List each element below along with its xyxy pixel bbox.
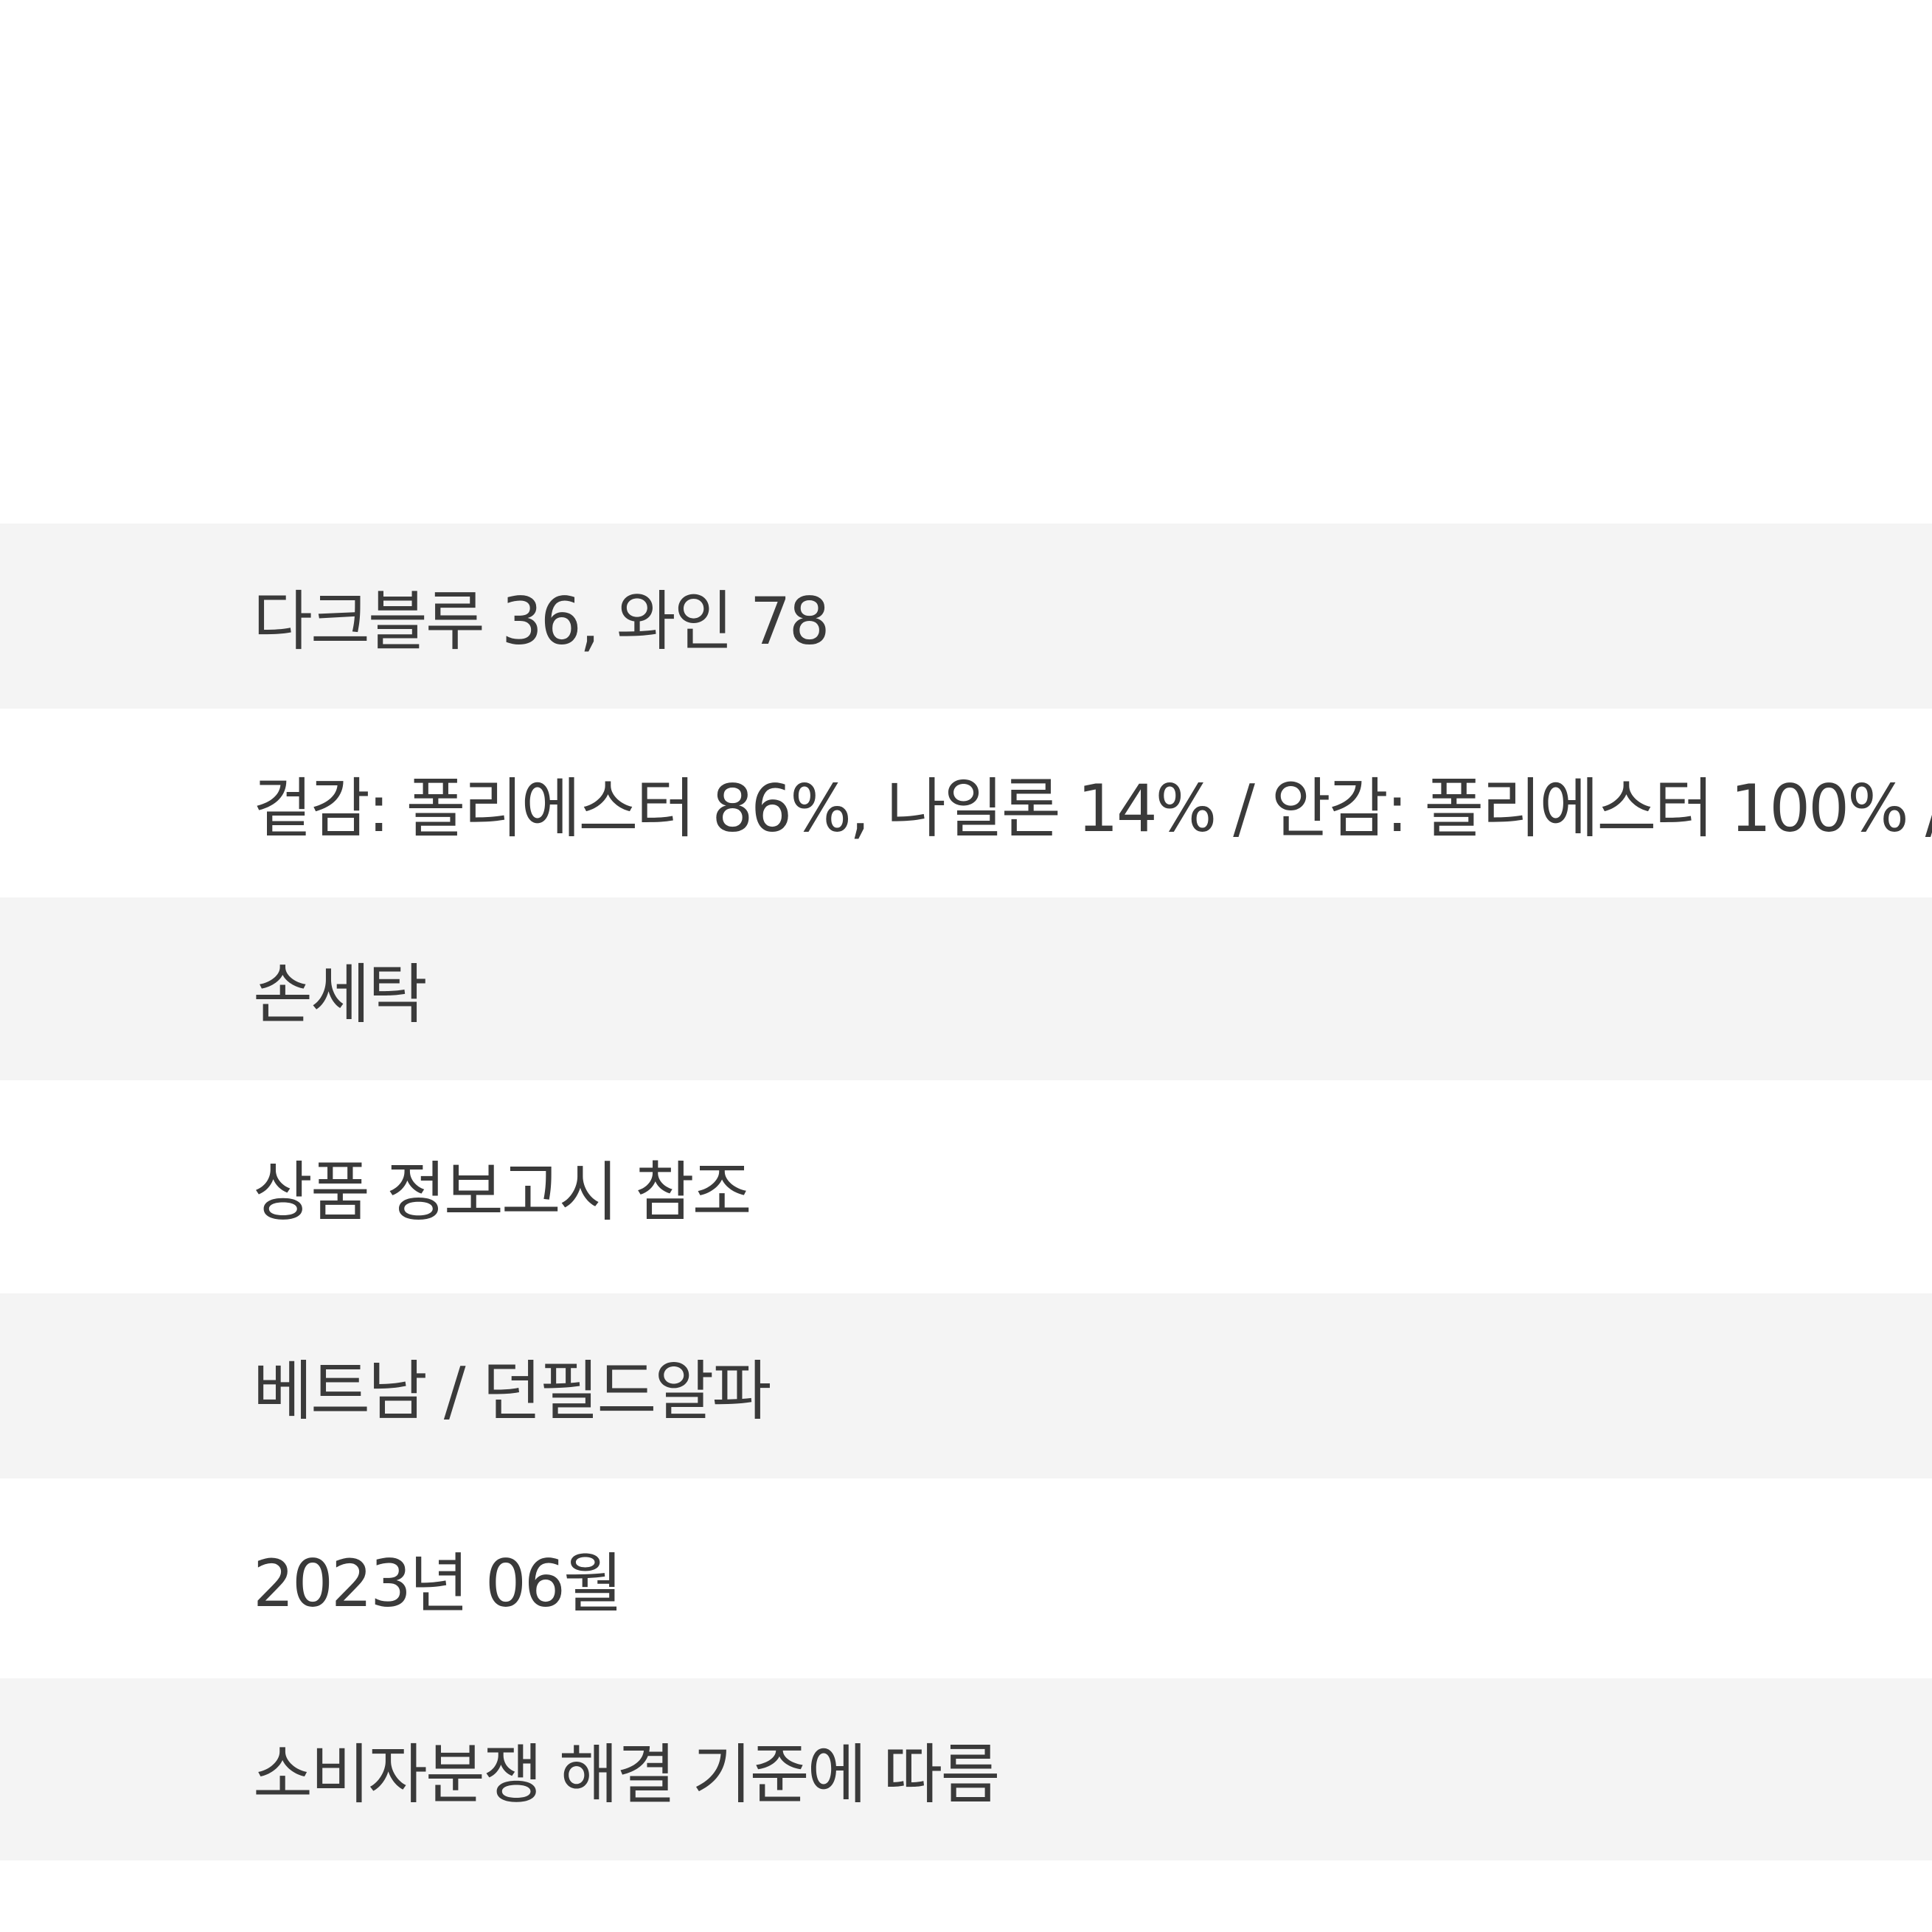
info-row-care: 손세탁 — [0, 897, 1932, 1080]
info-value: 상품 정보고시 참조 — [253, 1154, 752, 1230]
info-value: 소비자분쟁 해결 기준에 따름 — [253, 1737, 1000, 1813]
info-row-warranty: 소비자분쟁 해결 기준에 따름 — [0, 1678, 1932, 1860]
info-value: 2023년 06월 — [253, 1546, 623, 1622]
info-row-color-size: 다크블루 36, 와인 78 — [0, 524, 1932, 709]
info-row-origin-maker: 베트남 / 던필드알파 — [0, 1293, 1932, 1478]
info-row-material: 겉감: 폴리에스터 86%, 나일론 14% / 안감: 폴리에스터 100% … — [0, 709, 1932, 897]
info-value: 겉감: 폴리에스터 86%, 나일론 14% / 안감: 폴리에스터 100% … — [253, 770, 1932, 847]
info-row-precautions: 상품 정보고시 참조 — [0, 1080, 1932, 1293]
info-value: 베트남 / 던필드알파 — [253, 1353, 771, 1429]
info-row-manufacture-date: 2023년 06월 — [0, 1478, 1932, 1678]
info-value: 손세탁 — [253, 956, 428, 1032]
info-value: 다크블루 36, 와인 78 — [253, 583, 830, 659]
